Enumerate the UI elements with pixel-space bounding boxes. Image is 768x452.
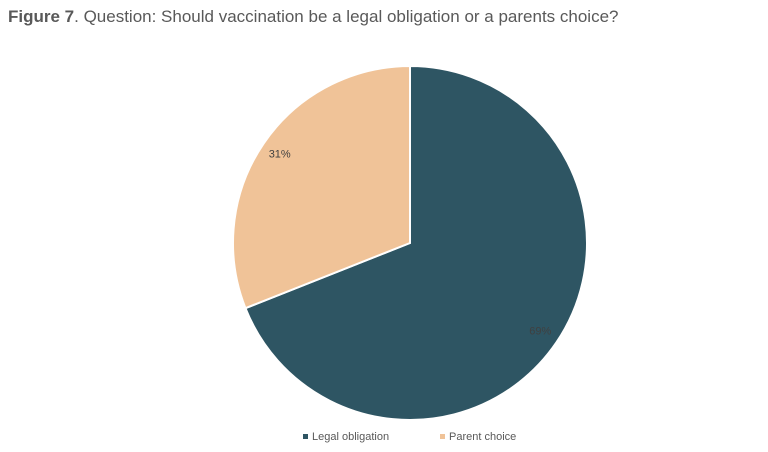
data-label: 31% bbox=[269, 148, 291, 160]
legend-label: Legal obligation bbox=[312, 431, 389, 443]
chart-title: Figure 7. Question: Should vaccination b… bbox=[8, 7, 618, 26]
legend-label: Parent choice bbox=[449, 431, 516, 443]
legend-marker bbox=[303, 434, 308, 439]
figure-label: Figure 7 bbox=[8, 7, 74, 26]
data-label: 69% bbox=[529, 325, 551, 337]
pie-slice bbox=[232, 64, 411, 310]
legend-marker bbox=[440, 434, 445, 439]
title-text: . Question: Should vaccination be a lega… bbox=[74, 7, 618, 26]
pie-slice bbox=[244, 64, 588, 421]
